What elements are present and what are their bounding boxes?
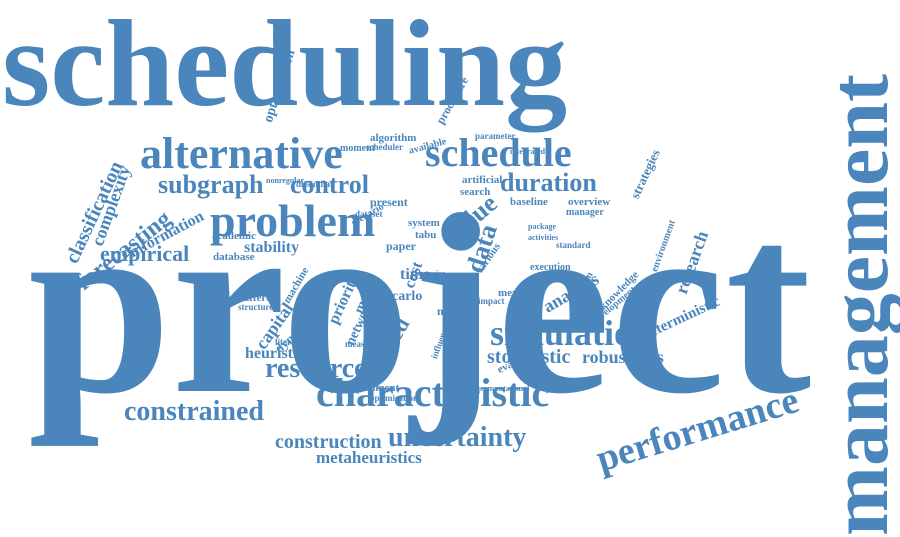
word: problem <box>210 195 376 246</box>
word: dissimilar <box>296 179 335 189</box>
word: manager <box>566 207 604 218</box>
word: tabu <box>415 229 437 241</box>
word: scheduler <box>366 142 403 152</box>
word: activities <box>528 233 559 242</box>
word: construction <box>275 431 382 453</box>
word: stability <box>244 239 300 256</box>
word: control <box>290 170 369 199</box>
word: exercise <box>418 269 445 278</box>
word: measure <box>345 339 378 349</box>
word: dataset <box>355 209 383 219</box>
word: resource <box>265 353 367 384</box>
word: optimisation <box>370 393 419 403</box>
word: uncertainty <box>388 422 527 453</box>
word: moment <box>340 143 375 154</box>
word: artificial <box>462 174 503 186</box>
word: integrated <box>510 147 546 156</box>
word: rule <box>428 274 446 285</box>
word: duration <box>500 168 597 197</box>
word: robustness <box>582 347 664 367</box>
word: overview <box>568 196 611 208</box>
word: schedule <box>425 130 572 175</box>
word: nonregular <box>266 176 305 185</box>
word: different <box>240 292 281 304</box>
word: metaheuristics <box>316 448 422 467</box>
word: heuristic <box>245 345 305 362</box>
word: experiment <box>346 382 400 394</box>
word: constrained <box>124 396 264 427</box>
word: project <box>28 161 812 447</box>
word: trade <box>460 221 479 230</box>
word: characteristic <box>316 370 550 415</box>
word: academic <box>212 230 256 242</box>
word: time <box>400 266 431 283</box>
word: search <box>460 186 491 198</box>
word: structure <box>238 302 274 312</box>
word: standard <box>556 240 591 250</box>
word: alternative <box>140 129 343 178</box>
word: impact <box>478 296 505 306</box>
word: package <box>528 222 556 231</box>
word: merge <box>498 287 528 299</box>
word: algorithm <box>370 132 417 144</box>
word: method <box>437 304 476 318</box>
word: literature <box>275 337 312 347</box>
word: management <box>813 74 900 536</box>
word: stochastic <box>487 346 571 368</box>
word: subgraph <box>158 170 264 199</box>
word: database <box>213 251 255 263</box>
word: present <box>370 195 408 209</box>
word: simulation <box>490 313 653 353</box>
word: scheduling <box>2 0 568 132</box>
word: parameter <box>475 131 516 141</box>
word: execution <box>530 262 571 273</box>
word: carlo <box>392 289 423 304</box>
word: baseline <box>510 196 548 208</box>
word: paper <box>386 239 416 253</box>
word: system <box>408 217 440 229</box>
word: empirical <box>100 241 190 266</box>
word: computational <box>480 384 530 393</box>
